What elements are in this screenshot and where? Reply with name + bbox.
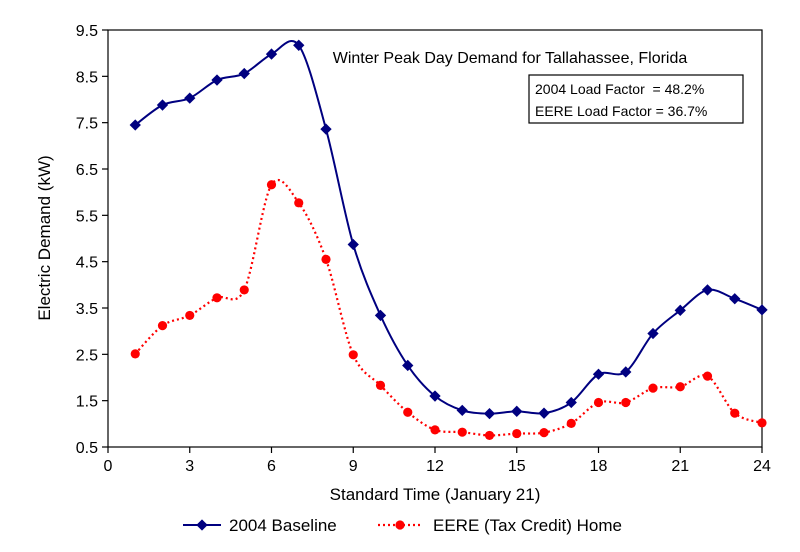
data-point-baseline [729,293,741,305]
data-point-eere [403,407,413,417]
data-point-baseline [565,396,577,409]
y-tick-label: 2.5 [76,347,98,364]
legend-item-eere: EERE (Tax Credit) Home [378,516,622,535]
x-tick-label: 12 [426,458,444,475]
data-point-eere [648,383,658,393]
data-point-eere [539,428,549,438]
data-point-eere [185,310,195,321]
data-point-eere [593,397,604,408]
data-point-eere [239,285,249,295]
chart-title: Winter Peak Day Demand for Tallahassee, … [333,50,688,67]
load-factor-note: 2004 Load Factor = 48.2% EERE Load Facto… [528,74,744,124]
data-point-baseline [592,368,605,380]
data-point-baseline [538,407,550,419]
data-point-eere [321,254,331,264]
data-point-eere [730,408,740,418]
data-point-eere [375,380,386,390]
series-baseline [129,39,768,420]
legend-label-baseline: 2004 Baseline [229,516,337,535]
data-point-baseline [265,48,278,60]
y-tick-label: 0.5 [76,440,98,457]
data-point-eere [512,428,522,439]
y-tick-label: 3.5 [76,301,98,318]
data-point-eere [212,293,222,303]
x-tick-label: 9 [349,458,358,475]
data-point-baseline [620,366,632,378]
data-point-baseline [511,405,523,417]
series-line-eere [134,178,763,437]
y-tick-label: 4.5 [76,255,98,272]
data-point-baseline [456,404,468,417]
x-tick-label: 15 [508,458,526,475]
x-tick-label: 24 [753,458,771,475]
x-tick-label: 3 [185,458,194,475]
load-factor-2004: 2004 Load Factor = 48.2% [535,81,704,97]
load-factor-eere: EERE Load Factor = 36.7% [535,103,707,119]
y-tick-label: 1.5 [76,394,98,411]
data-point-baseline [756,304,768,316]
data-point-eere [457,427,467,437]
legend-marker-baseline [196,519,208,531]
data-point-baseline [347,238,359,251]
data-point-eere [348,350,358,360]
data-point-eere [757,418,767,428]
data-point-eere [294,198,304,208]
x-axis-title: Standard Time (January 21) [330,485,541,504]
series-eere [130,178,767,441]
data-point-baseline [483,407,496,420]
x-tick-label: 6 [267,458,276,475]
data-point-eere [430,425,440,435]
data-point-eere [130,349,140,359]
y-tick-label: 8.5 [76,69,98,86]
y-axis-title: Electric Demand (kW) [35,155,54,320]
data-point-baseline [402,359,414,372]
ticks-layer: 0 3 6 9 12 15 18 21 24 0.5 1.5 2.5 3.5 4.5 5.5 6.5 7.5 8.… [76,23,771,475]
series-layer [129,39,768,441]
y-tick-label: 6.5 [76,162,98,179]
x-tick-label: 18 [590,458,608,475]
load-factor-box [528,74,744,124]
y-tick-label: 7.5 [76,116,98,133]
legend-item-baseline: 2004 Baseline [183,516,337,535]
data-point-baseline [429,390,441,402]
data-point-baseline [374,309,387,322]
x-tick-label: 0 [104,458,113,475]
data-point-eere [266,180,277,190]
data-point-eere [566,418,576,428]
data-point-baseline [293,39,305,51]
data-point-eere [621,397,631,408]
data-point-baseline [701,284,714,296]
data-point-eere [702,371,713,381]
data-point-eere [675,382,685,392]
data-point-eere [157,321,168,331]
data-point-eere [484,430,495,441]
y-tick-label: 5.5 [76,208,98,225]
y-tick-label: 9.5 [76,23,98,40]
data-point-baseline [674,304,686,316]
legend: 2004 Baseline EERE (Tax Credit) Home [183,516,622,535]
data-point-baseline [647,327,659,340]
legend-label-eere: EERE (Tax Credit) Home [433,516,622,535]
legend-marker-eere [395,520,405,530]
x-tick-label: 21 [671,458,689,475]
